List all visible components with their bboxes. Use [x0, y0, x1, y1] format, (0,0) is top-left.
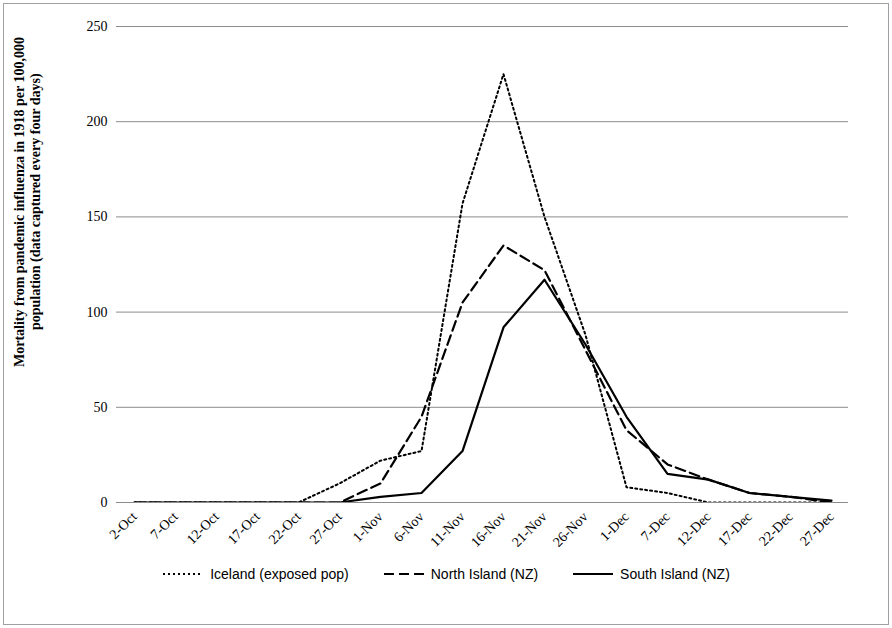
svg-text:200: 200 — [87, 114, 108, 129]
svg-text:11-Nov: 11-Nov — [427, 509, 467, 549]
svg-text:17-Oct: 17-Oct — [225, 509, 263, 547]
svg-text:0: 0 — [101, 495, 108, 510]
svg-text:22-Dec: 22-Dec — [756, 509, 796, 549]
svg-text:1-Dec: 1-Dec — [597, 509, 632, 544]
html-text:Mortality from pandemic influe: Mortality from pandemic influenza in 191… — [12, 37, 43, 367]
svg-text:150: 150 — [87, 209, 108, 224]
svg-text:250: 250 — [87, 19, 108, 34]
svg-text:26-Nov: 26-Nov — [550, 509, 591, 550]
html-text:South Island (NZ): South Island (NZ) — [620, 566, 730, 582]
svg-text:22-Oct: 22-Oct — [266, 509, 304, 547]
svg-text:27-Dec: 27-Dec — [797, 509, 837, 549]
svg-text:17-Dec: 17-Dec — [715, 509, 755, 549]
html-text:Iceland (exposed pop): Iceland (exposed pop) — [210, 566, 349, 582]
svg-text:6-Nov: 6-Nov — [391, 509, 427, 545]
svg-text:16-Nov: 16-Nov — [468, 509, 509, 550]
svg-text:12-Dec: 12-Dec — [674, 509, 714, 549]
svg-text:12-Oct: 12-Oct — [184, 509, 222, 547]
svg-text:50: 50 — [94, 400, 108, 415]
svg-text:2-Oct: 2-Oct — [107, 509, 140, 542]
svg-text:27-Oct: 27-Oct — [307, 509, 345, 547]
svg-text:100: 100 — [87, 305, 108, 320]
svg-text:7-Dec: 7-Dec — [638, 509, 673, 544]
svg-text:7-Oct: 7-Oct — [148, 509, 181, 542]
html-text:North Island (NZ): North Island (NZ) — [430, 566, 539, 582]
svg-text:1-Nov: 1-Nov — [350, 509, 386, 545]
svg-text:21-Nov: 21-Nov — [509, 509, 550, 550]
